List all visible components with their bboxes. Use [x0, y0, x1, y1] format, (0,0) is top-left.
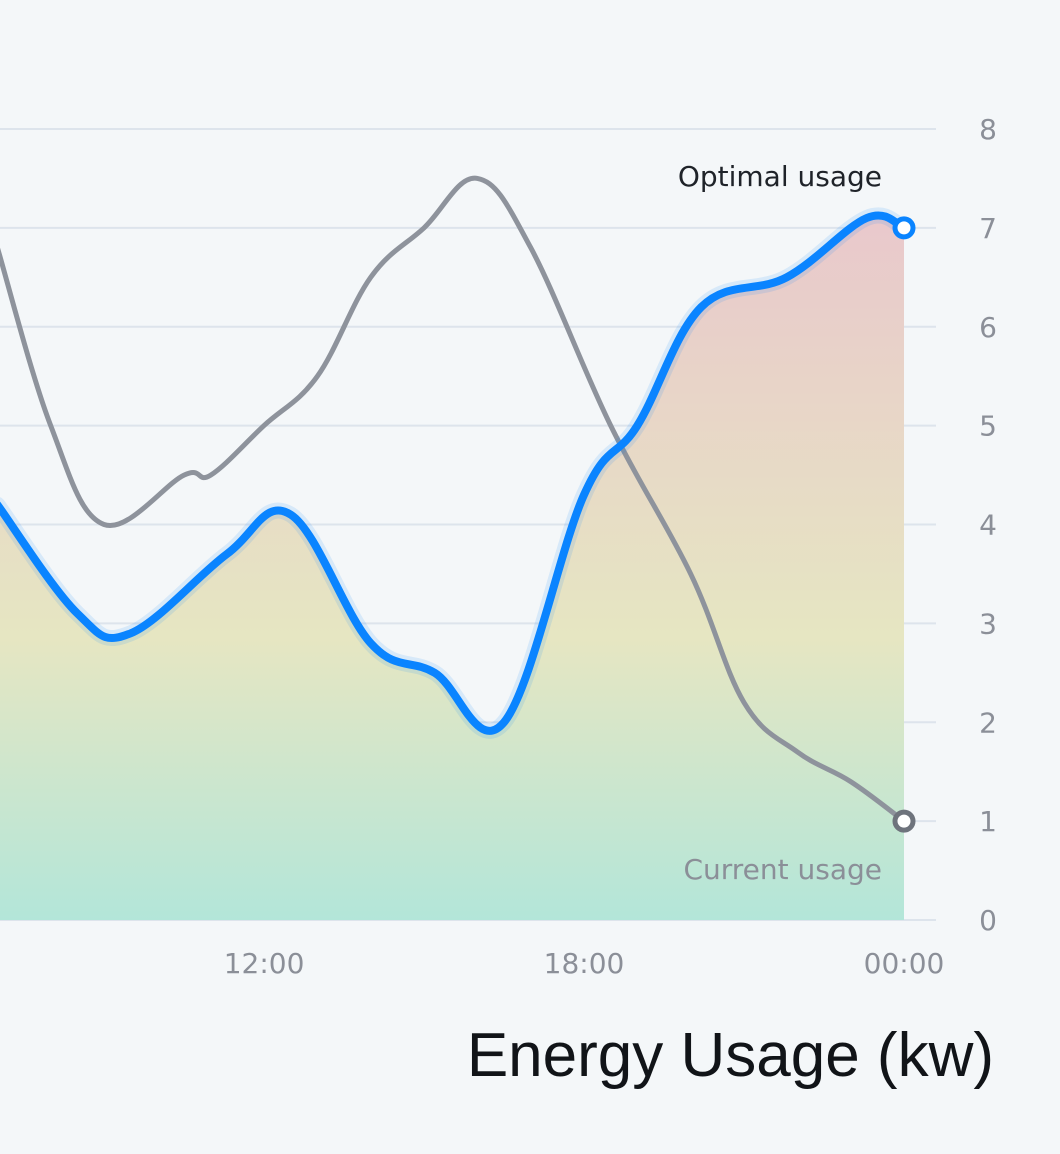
- current-usage-label: Current usage: [683, 853, 882, 886]
- series-lines-layer: [0, 175, 912, 824]
- y-tick-label-5: 5: [979, 410, 997, 443]
- y-tick-label-7: 7: [979, 212, 997, 245]
- optimal-usage-label: Optimal usage: [678, 160, 882, 193]
- series-line-0: [0, 211, 908, 735]
- x-axis-ticks: 12:00 18:00 00:00: [224, 947, 945, 980]
- chart-title: Energy Usage (kw): [466, 1021, 994, 1090]
- x-tick-label-0000: 00:00: [864, 947, 945, 980]
- series-end-point-0: [892, 216, 916, 240]
- y-tick-label-6: 6: [979, 311, 997, 344]
- x-tick-label-1800: 18:00: [544, 947, 625, 980]
- y-tick-label-1: 1: [979, 805, 997, 838]
- x-tick-label-1200: 12:00: [224, 947, 305, 980]
- y-tick-label-3: 3: [979, 607, 997, 640]
- y-tick-label-4: 4: [979, 509, 997, 542]
- series-line-1: [0, 175, 907, 824]
- y-tick-label-2: 2: [979, 706, 997, 739]
- series-area-0: [0, 215, 904, 920]
- y-tick-label-0: 0: [979, 904, 997, 937]
- series-end-point-1: [892, 809, 916, 833]
- optimal-usage-area-layer: [0, 215, 904, 920]
- y-tick-label-8: 8: [979, 113, 997, 146]
- series-end-markers: [892, 216, 916, 833]
- y-axis-ticks: 0 1 2 3 4 5 6 7 8: [979, 113, 997, 937]
